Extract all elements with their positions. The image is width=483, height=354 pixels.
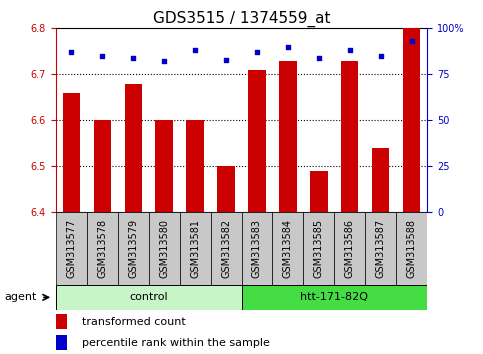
Point <box>408 38 416 44</box>
Point <box>253 50 261 55</box>
Text: agent: agent <box>5 292 37 302</box>
Point <box>222 57 230 62</box>
Bar <box>248 70 266 212</box>
Bar <box>366 212 397 285</box>
Bar <box>280 61 297 212</box>
Bar <box>341 61 358 212</box>
Bar <box>334 212 366 285</box>
Text: GSM313586: GSM313586 <box>345 219 355 278</box>
Text: GSM313581: GSM313581 <box>190 219 200 278</box>
Point <box>67 50 75 55</box>
Text: control: control <box>129 292 168 302</box>
Bar <box>242 285 427 310</box>
Point <box>377 53 385 59</box>
Bar <box>94 120 111 212</box>
Bar <box>186 120 203 212</box>
Bar <box>86 212 117 285</box>
Bar <box>242 212 272 285</box>
Bar <box>311 171 327 212</box>
Text: GSM313584: GSM313584 <box>283 219 293 278</box>
Text: GSM313587: GSM313587 <box>376 219 386 278</box>
Bar <box>156 120 172 212</box>
Bar <box>372 148 389 212</box>
Bar <box>117 212 149 285</box>
Point <box>346 47 354 53</box>
Bar <box>56 314 67 329</box>
Text: GSM313585: GSM313585 <box>314 219 324 278</box>
Text: GSM313582: GSM313582 <box>221 219 231 278</box>
Bar <box>272 212 303 285</box>
Text: GSM313588: GSM313588 <box>407 219 417 278</box>
Text: GSM313583: GSM313583 <box>252 219 262 278</box>
Text: transformed count: transformed count <box>82 317 185 327</box>
Bar <box>180 212 211 285</box>
Bar <box>217 166 235 212</box>
Point <box>315 55 323 61</box>
Point <box>98 53 106 59</box>
Bar <box>211 212 242 285</box>
Bar <box>397 212 427 285</box>
Point <box>129 55 137 61</box>
Bar <box>149 212 180 285</box>
Point <box>284 44 292 50</box>
Bar <box>56 335 67 350</box>
Point <box>191 47 199 53</box>
Bar <box>403 28 421 212</box>
Bar <box>303 212 334 285</box>
Text: GSM313578: GSM313578 <box>97 219 107 278</box>
Point <box>160 59 168 64</box>
Bar <box>56 285 242 310</box>
Text: GSM313580: GSM313580 <box>159 219 169 278</box>
Text: percentile rank within the sample: percentile rank within the sample <box>82 337 270 348</box>
Bar <box>62 93 80 212</box>
Bar <box>125 84 142 212</box>
Title: GDS3515 / 1374559_at: GDS3515 / 1374559_at <box>153 11 330 27</box>
Text: GSM313579: GSM313579 <box>128 219 138 278</box>
Text: GSM313577: GSM313577 <box>66 219 76 278</box>
Bar <box>56 212 86 285</box>
Text: htt-171-82Q: htt-171-82Q <box>300 292 369 302</box>
